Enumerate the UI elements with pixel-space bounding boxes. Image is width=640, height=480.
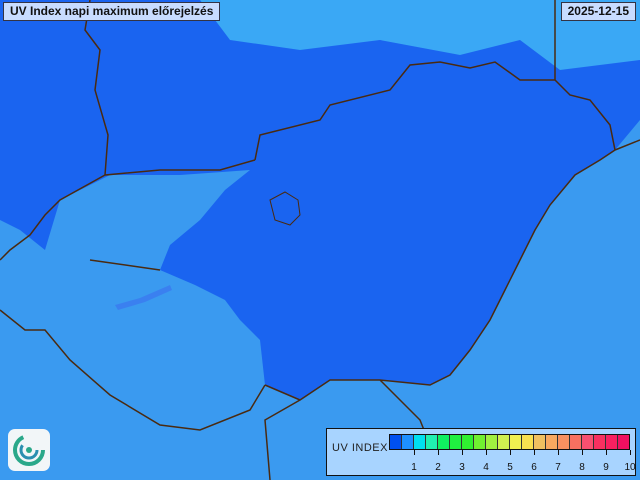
legend-tick-mark — [630, 450, 631, 455]
legend-tick-label: 2 — [435, 462, 441, 473]
legend-tick-mark — [606, 450, 607, 455]
forecast-date: 2025-12-15 — [560, 2, 636, 21]
legend-swatch — [462, 435, 474, 449]
legend-swatch — [618, 435, 629, 449]
legend-swatch — [534, 435, 546, 449]
legend-tick-label: 4 — [483, 462, 489, 473]
legend-swatch — [522, 435, 534, 449]
legend-swatch — [402, 435, 414, 449]
legend-tick-label: 10 — [624, 462, 636, 473]
legend-color-bar — [389, 434, 630, 450]
legend-tick-mark — [582, 450, 583, 455]
lake-balaton — [115, 285, 172, 310]
legend-swatch — [426, 435, 438, 449]
budapest-outline — [269, 191, 301, 226]
legend-swatch — [582, 435, 594, 449]
legend-label: UV INDEX — [332, 442, 388, 454]
high-elevation-region — [200, 0, 640, 70]
logo — [8, 429, 50, 471]
legend-swatch — [510, 435, 522, 449]
legend-swatch — [570, 435, 582, 449]
legend-swatch — [546, 435, 558, 449]
legend-tick-mark — [486, 450, 487, 455]
legend-tick-mark — [414, 450, 415, 455]
legend-tick-mark — [534, 450, 535, 455]
legend-tick-label: 8 — [579, 462, 585, 473]
legend-tick-mark — [462, 450, 463, 455]
legend-tick-mark — [438, 450, 439, 455]
legend-tick-label: 6 — [531, 462, 537, 473]
legend-tick-label: 3 — [459, 462, 465, 473]
legend-tick-label: 9 — [603, 462, 609, 473]
uv-legend: UV INDEX 1 2 3 4 5 6 7 8 9 10 — [326, 428, 636, 476]
legend-swatch — [498, 435, 510, 449]
legend-tick-label: 7 — [555, 462, 561, 473]
legend-swatch — [606, 435, 618, 449]
legend-tick-mark — [558, 450, 559, 455]
legend-swatch — [438, 435, 450, 449]
map-title: UV Index napi maximum előrejelzés — [3, 2, 221, 21]
legend-tick-mark — [510, 450, 511, 455]
legend-tick-label: 5 — [507, 462, 513, 473]
legend-tick-label: 1 — [411, 462, 417, 473]
legend-swatch — [474, 435, 486, 449]
legend-swatch — [594, 435, 606, 449]
forecast-region — [0, 0, 640, 400]
legend-swatch — [486, 435, 498, 449]
legend-swatch — [390, 435, 402, 449]
swirl-logo-icon — [13, 434, 45, 466]
legend-swatch — [450, 435, 462, 449]
legend-swatch — [414, 435, 426, 449]
legend-swatch — [558, 435, 570, 449]
